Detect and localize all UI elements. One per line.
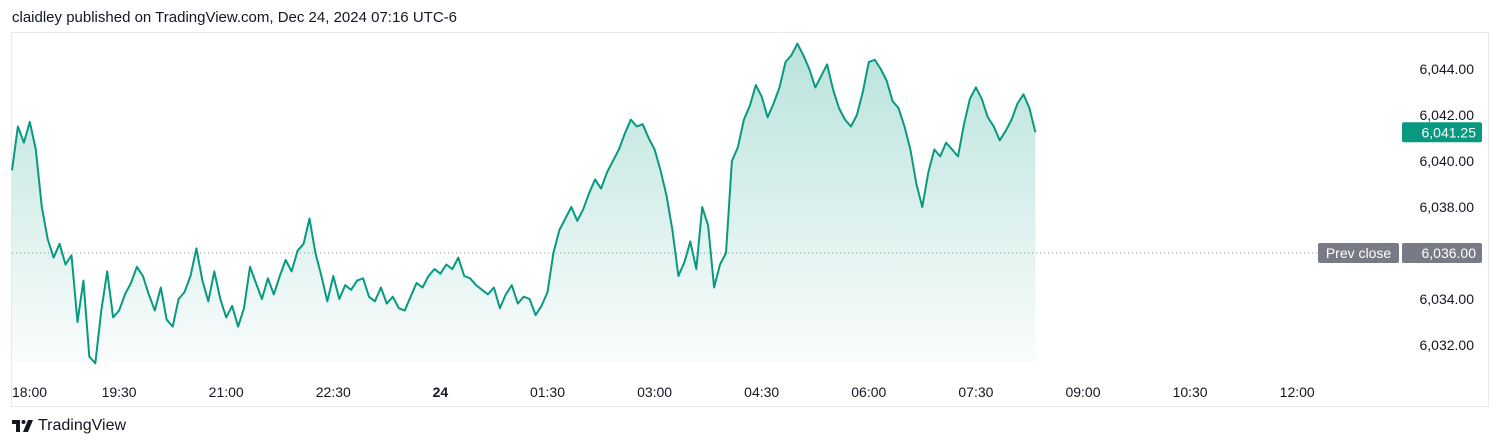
x-tick-label: 24: [433, 384, 449, 400]
x-tick-label: 09:00: [1065, 384, 1100, 400]
y-tick-label: 6,038.00: [1420, 199, 1475, 215]
x-tick-label: 22:30: [316, 384, 351, 400]
prev-close-value-badge-bg: [1402, 243, 1482, 263]
tradingview-logo-icon: [12, 420, 33, 432]
y-axis: 6,032.00 6,034.00 6,038.00 6,040.00 6,042.00…: [1420, 61, 1475, 353]
x-tick-label: 12:00: [1280, 384, 1315, 400]
y-tick-label: 6,042.00: [1420, 107, 1475, 123]
footer: TradingView: [12, 417, 126, 435]
prev-close-label-badge-bg: [1318, 243, 1399, 263]
y-tick-label: 6,044.00: [1420, 61, 1475, 77]
x-tick-label: 01:30: [530, 384, 565, 400]
last-price-badge-bg: [1402, 122, 1482, 143]
x-tick-label: 03:00: [637, 384, 672, 400]
x-tick-label: 04:30: [744, 384, 779, 400]
x-tick-label: 06:00: [851, 384, 886, 400]
price-line: [11, 42, 1037, 365]
price-area-fill: [12, 43, 1036, 364]
last-price-badge: 6,041.25: [1422, 124, 1477, 140]
x-tick-label: 21:00: [209, 384, 244, 400]
x-tick-label: 10:30: [1173, 384, 1208, 400]
chart-frame: [11, 32, 1489, 407]
publish-header: claidley published on TradingView.com, D…: [12, 9, 457, 26]
y-tick-label: 6,032.00: [1420, 337, 1475, 353]
tradingview-brand: TradingView: [38, 417, 127, 434]
x-tick-label: 07:30: [958, 384, 993, 400]
prev-close-value-badge: 6,036.00: [1422, 245, 1477, 261]
prev-close-label-badge: Prev close: [1326, 245, 1392, 261]
x-tick-label: 19:30: [102, 384, 137, 400]
x-tick-label: 18:00: [12, 384, 47, 400]
price-badges: Prev close 6,036.00 6,041.25: [1318, 122, 1482, 263]
y-tick-label: 6,034.00: [1420, 291, 1475, 307]
x-axis: 18:00 19:30 21:00 22:30 24 01:30 03:00 04:30 06:…: [12, 384, 1315, 400]
y-tick-label: 6,040.00: [1420, 153, 1475, 169]
